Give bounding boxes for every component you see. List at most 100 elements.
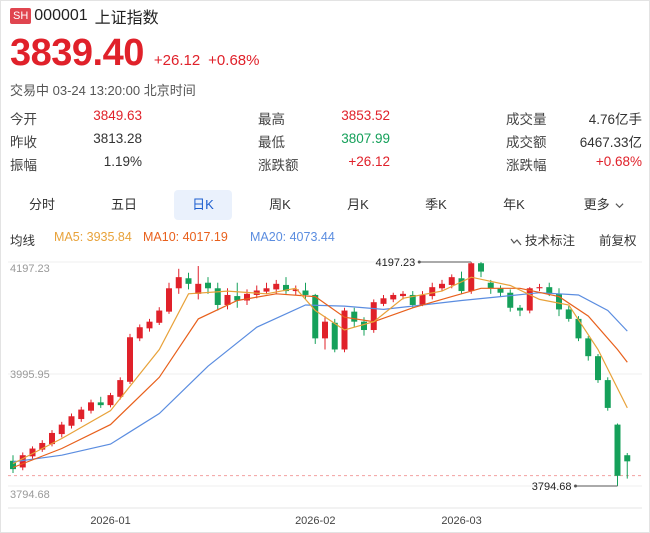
x-tick-label: 2026-03 — [441, 515, 481, 527]
candle-body — [575, 318, 582, 339]
candle-body — [58, 424, 65, 435]
candle-body — [224, 294, 231, 305]
candle-body — [205, 282, 211, 289]
candle-body — [409, 294, 416, 305]
candle-body — [117, 380, 124, 397]
ma5-line — [12, 276, 628, 465]
ma-legend: 均线 MA5: 3935.84 MA10: 4017.19 MA20: 4073… — [10, 230, 642, 249]
y-tick-label: 4197.23 — [10, 263, 50, 275]
price-row: 3839.40 +26.12 +0.68% — [10, 32, 259, 75]
candle-body — [263, 288, 270, 292]
candle-body — [283, 284, 289, 292]
high-marker-dot — [417, 260, 421, 264]
tab-intraday[interactable]: 分时 — [28, 197, 55, 212]
candle-body — [556, 293, 562, 310]
candle-body — [546, 287, 553, 294]
indicator-icon — [510, 238, 522, 246]
candle-body — [292, 289, 299, 292]
low-marker-dot — [574, 484, 577, 488]
candle-body — [19, 455, 26, 468]
exchange-badge: SH — [10, 8, 32, 24]
tab-monthly-k[interactable]: 月K — [347, 197, 369, 212]
kline-chart: 4197.23 3995.95 3794.68 4197.23 3794.68 202… — [8, 257, 642, 527]
trading-status: 交易中 03-24 13:20:00 北京时间 — [10, 83, 196, 98]
candle-body — [214, 288, 221, 305]
ma5-value: MA5: 3935.84 — [54, 230, 132, 244]
stat-label: 最低 — [258, 135, 285, 150]
candle-body — [312, 294, 319, 339]
candle-body — [244, 293, 250, 301]
candle-body — [127, 337, 133, 382]
tab-more[interactable]: 更多 — [576, 190, 632, 220]
candle-body — [380, 298, 387, 304]
candle-body — [322, 321, 328, 339]
candle-body — [29, 448, 36, 457]
stats-row: 振幅 1.19% 涨跌额 +26.12 涨跌幅 +0.68% — [10, 154, 642, 177]
candle-body — [146, 321, 153, 329]
stat-value: +26.12 — [348, 154, 390, 169]
candle-body — [478, 263, 484, 272]
tab-five-day[interactable]: 五日 — [110, 197, 137, 212]
ma20-line — [12, 292, 628, 463]
chevron-down-icon — [615, 203, 624, 209]
ma10-value: MA10: 4017.19 — [143, 230, 228, 244]
x-tick-label: 2026-02 — [295, 515, 335, 527]
tab-quarterly-k[interactable]: 季K — [425, 197, 447, 212]
tab-yearly-k[interactable]: 年K — [503, 197, 525, 212]
period-tabs: 分时 五日 日K 周K 月K 季K 年K 更多 — [10, 190, 642, 220]
candle-body — [604, 380, 611, 408]
ma-legend-title: 均线 — [10, 234, 36, 248]
price-change: +26.12 — [153, 52, 201, 69]
candle-body — [536, 287, 543, 289]
candle-body — [507, 292, 514, 308]
tab-weekly-k[interactable]: 周K — [269, 197, 291, 212]
candle-body — [370, 302, 377, 331]
y-tick-label: 3995.95 — [10, 369, 50, 381]
ma20-value: MA20: 4073.44 — [250, 230, 335, 244]
candle-body — [624, 455, 631, 462]
candle-body — [10, 460, 16, 470]
stat-label: 最高 — [258, 112, 285, 127]
stat-value: +0.68% — [595, 154, 642, 169]
stats-row: 今开 3849.63 最高 3853.52 成交量 4.76亿手 — [10, 108, 642, 131]
tab-daily-k[interactable]: 日K — [174, 190, 232, 220]
stat-value: 6467.33亿 — [579, 135, 642, 150]
price-change-percent: +0.68% — [208, 52, 260, 69]
current-price: 3839.40 — [10, 32, 144, 74]
candle-body — [166, 288, 172, 312]
candle-body — [97, 402, 104, 406]
candle-body — [68, 416, 75, 426]
candle-body — [185, 278, 192, 284]
stock-code: 000001 — [34, 7, 88, 24]
candle-body — [156, 310, 163, 323]
stat-label: 振幅 — [10, 158, 37, 173]
stat-value: 3853.52 — [341, 108, 390, 123]
ma10-line — [12, 287, 628, 469]
stat-value: 1.19% — [103, 154, 142, 169]
candle-body — [39, 442, 46, 450]
adjust-button[interactable]: 前复权 — [599, 234, 637, 248]
stat-label: 涨跌额 — [258, 158, 299, 173]
stat-label: 昨收 — [10, 135, 37, 150]
high-annotation: 4197.23 — [375, 257, 415, 269]
low-annotation: 3794.68 — [532, 481, 572, 493]
candle-body — [351, 311, 358, 322]
candle-body — [195, 283, 202, 294]
candle-body — [448, 277, 455, 285]
stat-value: 3807.99 — [341, 131, 390, 146]
candle-body — [390, 294, 397, 300]
candle-body — [88, 402, 94, 411]
stat-label: 成交量 — [506, 112, 547, 127]
candle-body — [439, 283, 445, 289]
indicator-label: 技术标注 — [525, 234, 576, 248]
stat-value: 3849.63 — [93, 108, 142, 123]
stat-value: 4.76亿手 — [588, 112, 642, 127]
candle-body — [565, 309, 572, 319]
stat-label: 涨跌幅 — [506, 158, 547, 173]
indicator-button[interactable]: 技术标注 — [510, 230, 575, 249]
candle-body — [175, 277, 182, 289]
candle-body — [595, 356, 601, 381]
candle-body — [273, 283, 280, 290]
candle-body — [585, 338, 592, 357]
stock-name: 上证指数 — [94, 10, 159, 27]
